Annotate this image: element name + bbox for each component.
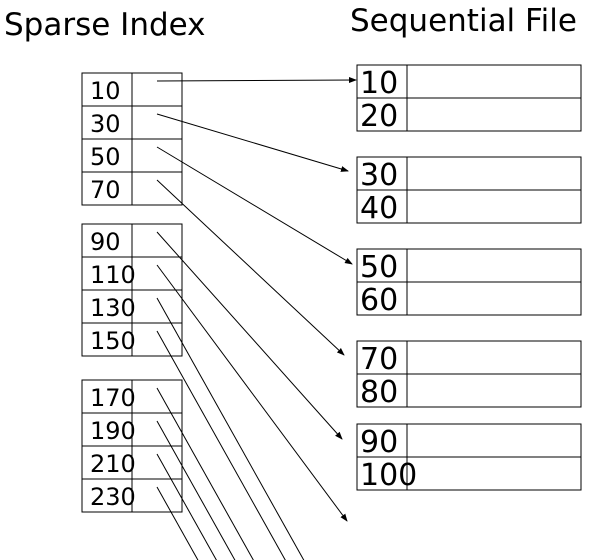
index-pointer-cell	[131, 105, 183, 140]
index-pointer-cell	[131, 478, 183, 513]
index-pointer-cell	[131, 412, 183, 447]
record-body-cell	[406, 340, 582, 375]
index-pointer-cell	[131, 72, 183, 107]
index-key-label: 230	[90, 483, 136, 511]
index-pointer-cell	[131, 289, 183, 324]
index-block: 90 110 130 150	[81, 223, 183, 357]
pointer-arrow	[156, 113, 349, 172]
index-key-label: 10	[90, 77, 121, 105]
record-body-cell	[406, 64, 582, 99]
index-key-label: 210	[90, 450, 136, 478]
record-key-label: 60	[360, 283, 398, 318]
index-key-label: 130	[90, 294, 136, 322]
record-body-cell	[406, 189, 582, 224]
record-body-cell	[406, 248, 582, 283]
index-pointer-cell	[131, 379, 183, 414]
index-pointer-cell	[131, 322, 183, 357]
sequential-file-title: Sequential File	[350, 3, 577, 39]
index-key-label: 110	[90, 261, 136, 289]
index-pointer-cell	[131, 171, 183, 206]
index-pointer-cell	[131, 256, 183, 291]
index-block: 170 190 210 230	[81, 379, 183, 513]
index-key-label: 170	[90, 384, 136, 412]
record-key-label: 70	[360, 342, 398, 377]
index-key-label: 50	[90, 143, 121, 171]
sparse-index: 10 30 50 70 90 110 130 150 170 190 210 230	[81, 72, 183, 513]
pointer-line	[156, 420, 236, 560]
record-key-label: 40	[360, 191, 398, 226]
index-key-label: 150	[90, 327, 136, 355]
pointer-arrow	[156, 179, 345, 356]
record-body-cell	[406, 156, 582, 191]
record-body-cell	[406, 456, 582, 491]
pointer-line	[156, 297, 305, 560]
pointer-arrow	[156, 77, 357, 84]
record-key-label: 100	[360, 458, 417, 493]
index-block: 10 30 50 70	[81, 72, 183, 206]
pointer-line	[156, 486, 199, 560]
index-pointer-cell	[131, 138, 183, 173]
index-key-label: 90	[90, 228, 121, 256]
index-key-label: 30	[90, 110, 121, 138]
record-key-label: 50	[360, 250, 398, 285]
index-pointer-cell	[131, 445, 183, 480]
index-pointers	[156, 77, 357, 560]
pointer-arrow	[156, 264, 348, 522]
record-key-label: 10	[360, 66, 398, 101]
record-body-cell	[406, 423, 582, 458]
pointer-arrow	[156, 231, 343, 440]
sparse-index-title: Sparse Index	[4, 7, 206, 43]
record-key-label: 80	[360, 375, 398, 410]
record-key-label: 90	[360, 425, 398, 460]
index-key-label: 70	[90, 176, 121, 204]
record-body-cell	[406, 373, 582, 408]
pointer-arrow	[156, 146, 353, 265]
pointer-line	[156, 387, 254, 560]
record-body-cell	[406, 281, 582, 316]
record-key-label: 30	[360, 158, 398, 193]
pointer-line	[156, 330, 286, 560]
record-body-cell	[406, 97, 582, 132]
pointer-line	[156, 453, 217, 560]
index-key-label: 190	[90, 417, 136, 445]
record-key-label: 20	[360, 99, 398, 134]
